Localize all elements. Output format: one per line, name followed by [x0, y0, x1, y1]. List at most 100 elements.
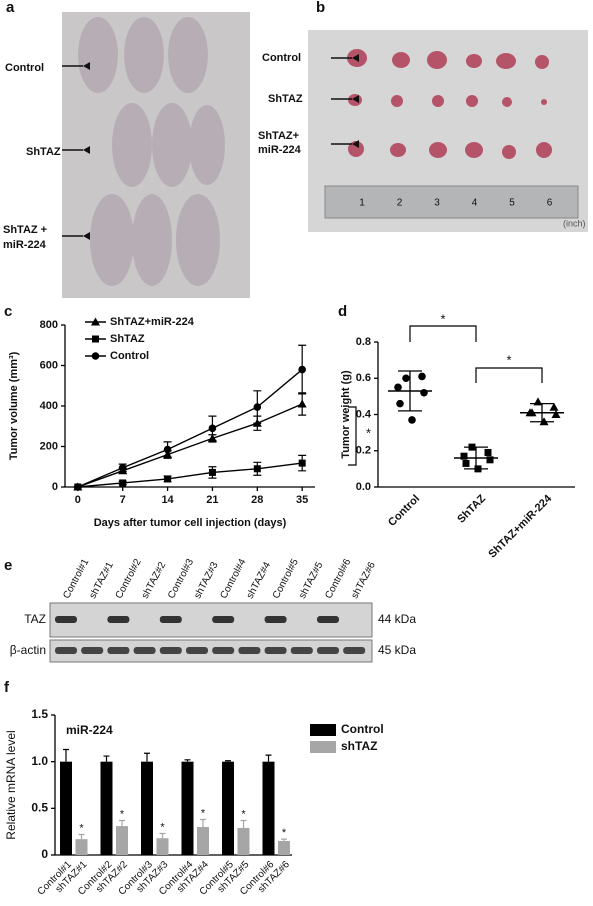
significance: *	[440, 311, 445, 326]
y-tick-label: 800	[40, 319, 58, 331]
bar	[116, 826, 128, 855]
group-label: ShTAZ	[268, 93, 303, 105]
point	[418, 372, 426, 381]
legend-swatch	[310, 724, 336, 736]
ruler-unit: (inch)	[563, 218, 586, 228]
lane-label: shTAZ#1	[87, 560, 116, 601]
lane-label: shTAZ#5	[297, 560, 326, 601]
ruler-number: 4	[472, 198, 478, 209]
lane-label: Control#1	[61, 557, 91, 601]
legend-label: shTAZ	[341, 739, 377, 753]
arrow-head	[352, 54, 359, 62]
error-bar	[200, 818, 206, 827]
y-tick-label: 0.4	[356, 408, 372, 420]
x-tick-label: ShTAZ+miR-224	[486, 492, 554, 560]
point	[118, 463, 127, 472]
band	[238, 647, 261, 654]
band	[290, 647, 313, 654]
lane-label: Control#4	[218, 557, 248, 601]
group-label: Control	[262, 52, 301, 64]
bar	[237, 827, 250, 855]
ruler-number: 1	[359, 198, 365, 209]
band	[343, 647, 366, 654]
group-label: miR-224	[3, 239, 47, 251]
x-tick-label: 7	[120, 494, 126, 506]
point	[297, 399, 307, 408]
point	[551, 410, 561, 418]
lane-label: Control#5	[271, 557, 301, 601]
point	[163, 445, 172, 454]
lane-label: shTAZ#6	[349, 560, 378, 601]
significance: *	[506, 352, 511, 367]
lane-label: Control#3	[166, 557, 196, 601]
significance: *	[160, 821, 165, 833]
x-tick-label: Control	[386, 493, 422, 529]
arrow-head	[83, 232, 90, 240]
point	[91, 352, 100, 360]
y-axis-label: Tumor weight (g)	[340, 370, 352, 459]
y-tick-label: 200	[40, 440, 58, 452]
legend-label: ShTAZ+miR-224	[110, 316, 195, 328]
row-label: TAZ	[24, 612, 46, 626]
legend-label: Control	[110, 350, 149, 362]
band	[55, 647, 77, 654]
y-tick-label: 1.5	[31, 707, 48, 721]
actin-blot	[49, 639, 373, 663]
point	[298, 459, 306, 467]
bar	[197, 827, 209, 855]
series-line	[77, 462, 303, 488]
lane-label: shTAZ#3	[192, 560, 221, 601]
significance: *	[79, 822, 84, 834]
significance: *	[241, 808, 246, 820]
point	[460, 452, 468, 460]
band	[317, 647, 339, 654]
x-tick-label: 35	[296, 494, 308, 506]
bar	[100, 761, 113, 855]
band	[212, 616, 235, 623]
group-label: ShTAZ +	[3, 224, 47, 236]
x-tick-label: 28	[251, 494, 263, 506]
group-label: ShTAZ+	[258, 130, 299, 142]
significance: *	[282, 827, 287, 839]
point	[91, 317, 100, 326]
bar	[60, 761, 72, 855]
ruler-number: 3	[434, 198, 440, 209]
band	[133, 647, 156, 654]
bar	[141, 761, 153, 855]
point	[484, 449, 492, 457]
lane-label: Control#2	[114, 557, 144, 601]
chart-title: miR-224	[66, 723, 113, 737]
error-bar	[159, 832, 166, 839]
lane-label: Control#6	[323, 557, 353, 601]
arrow-head	[352, 95, 359, 103]
panel-label: f	[4, 679, 10, 696]
group-label: ShTAZ	[26, 146, 61, 158]
error-bar	[225, 760, 231, 762]
point	[298, 365, 306, 374]
error-bar	[240, 819, 247, 828]
bar	[156, 838, 169, 855]
band	[186, 647, 208, 654]
x-tick-label: 14	[161, 494, 174, 506]
group-label: miR-224	[258, 144, 302, 156]
ruler-number: 2	[397, 198, 403, 209]
significance: *	[366, 425, 371, 440]
sig-bracket	[409, 325, 477, 342]
error-bar	[184, 759, 191, 762]
point	[208, 468, 216, 476]
panel-label: d	[338, 303, 347, 320]
series-line	[77, 369, 303, 488]
error-bar	[63, 748, 69, 762]
arrow-head	[352, 140, 359, 148]
bar	[181, 761, 194, 855]
band	[55, 616, 77, 623]
band	[159, 616, 182, 623]
y-tick-label: 0	[52, 481, 58, 493]
bar	[278, 841, 290, 855]
row-size: 44 kDa	[378, 612, 416, 626]
point	[394, 383, 402, 392]
tumors	[347, 49, 552, 159]
x-axis-label: Days after tumor cell injection (days)	[94, 517, 287, 529]
lane-label: shTAZ#4	[245, 560, 274, 601]
